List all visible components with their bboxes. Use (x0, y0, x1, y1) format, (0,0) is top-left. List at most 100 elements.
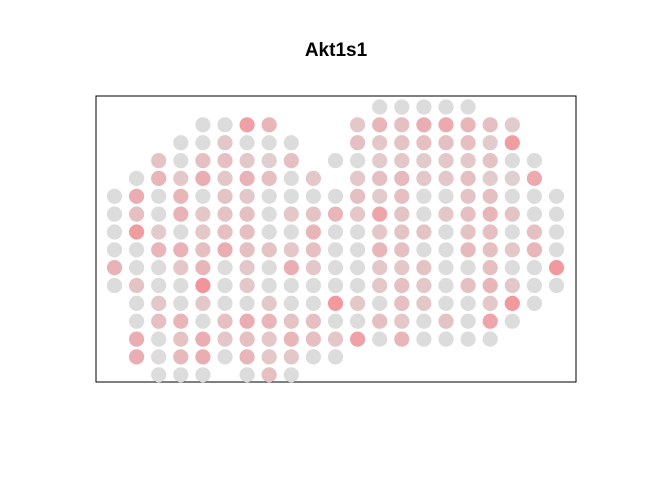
spot-point (283, 367, 299, 383)
spot-point (173, 153, 189, 169)
spot-point (327, 260, 344, 276)
spot-point (173, 135, 189, 151)
spot-point (106, 242, 123, 258)
spot-point (438, 188, 454, 204)
spot-point (195, 260, 211, 276)
spot-point (526, 295, 543, 311)
spot-point (151, 367, 167, 383)
spot-point (438, 242, 454, 258)
spot-point (195, 349, 211, 365)
spot-point (482, 224, 498, 240)
spot-point (504, 153, 520, 169)
spot-point (438, 153, 454, 169)
spot-point (350, 117, 366, 133)
spot-point (283, 188, 299, 204)
spot-point (129, 224, 145, 240)
spot-point (416, 153, 432, 169)
spot-point (151, 242, 167, 258)
spot-point (416, 117, 432, 133)
spot-point (261, 135, 277, 151)
spot-point (394, 242, 410, 258)
spot-point (151, 331, 167, 347)
spot-point (129, 206, 145, 222)
spot-point (372, 99, 388, 115)
spot-point (283, 135, 299, 151)
spot-point (327, 206, 344, 222)
spot-point (195, 135, 211, 151)
spot-point (438, 295, 454, 311)
spot-point (504, 117, 520, 133)
spot-point (239, 170, 255, 186)
spot-point (394, 331, 410, 347)
spot-point (504, 313, 520, 329)
spot-point (372, 170, 388, 186)
spot-point (283, 242, 299, 258)
spot-point (350, 260, 366, 276)
plot-frame (95, 95, 577, 383)
spot-point (195, 331, 211, 347)
spot-point (416, 242, 432, 258)
spot-point (217, 277, 233, 294)
spot-point (173, 295, 189, 311)
spot-point (526, 188, 543, 204)
spot-point (195, 117, 211, 133)
spot-point (239, 331, 255, 347)
spot-point (460, 224, 476, 240)
spot-point (416, 260, 432, 276)
spot-point (151, 224, 167, 240)
spot-point (438, 206, 454, 222)
spot-point (416, 99, 432, 115)
spot-point (129, 188, 145, 204)
spot-point (548, 277, 565, 294)
spot-point (460, 295, 476, 311)
spot-point (261, 313, 277, 329)
spot-point (261, 295, 277, 311)
spot-point (151, 349, 167, 365)
spot-point (548, 206, 565, 222)
spot-point (305, 295, 321, 311)
spot-point (482, 135, 498, 151)
spot-point (261, 349, 277, 365)
spot-point (106, 277, 123, 294)
spot-point (151, 313, 167, 329)
spot-point (283, 277, 299, 294)
spot-point (438, 224, 454, 240)
spot-point (283, 295, 299, 311)
spot-point (482, 206, 498, 222)
spot-point (283, 224, 299, 240)
spot-point (261, 367, 277, 383)
spot-point (394, 117, 410, 133)
spot-point (394, 295, 410, 311)
spot-point (438, 135, 454, 151)
spot-point (239, 153, 255, 169)
spot-point (106, 260, 123, 276)
spot-point (327, 153, 344, 169)
spot-point (129, 277, 145, 294)
spot-point (548, 242, 565, 258)
spot-point (372, 153, 388, 169)
spot-point (394, 313, 410, 329)
spot-point (482, 153, 498, 169)
spot-point (548, 224, 565, 240)
spot-point (504, 242, 520, 258)
spot-point (504, 188, 520, 204)
spot-point (305, 188, 321, 204)
spot-point (327, 331, 344, 347)
spot-point (305, 349, 321, 365)
spot-point (416, 188, 432, 204)
spot-point (261, 224, 277, 240)
spot-point (350, 135, 366, 151)
spot-point (350, 277, 366, 294)
spot-point (261, 260, 277, 276)
spot-point (239, 224, 255, 240)
spot-point (173, 170, 189, 186)
spot-point (217, 170, 233, 186)
spot-point (217, 117, 233, 133)
spot-point (173, 331, 189, 347)
spot-point (350, 188, 366, 204)
spot-point (394, 260, 410, 276)
spot-point (106, 188, 123, 204)
spot-point (239, 349, 255, 365)
spot-point (195, 153, 211, 169)
